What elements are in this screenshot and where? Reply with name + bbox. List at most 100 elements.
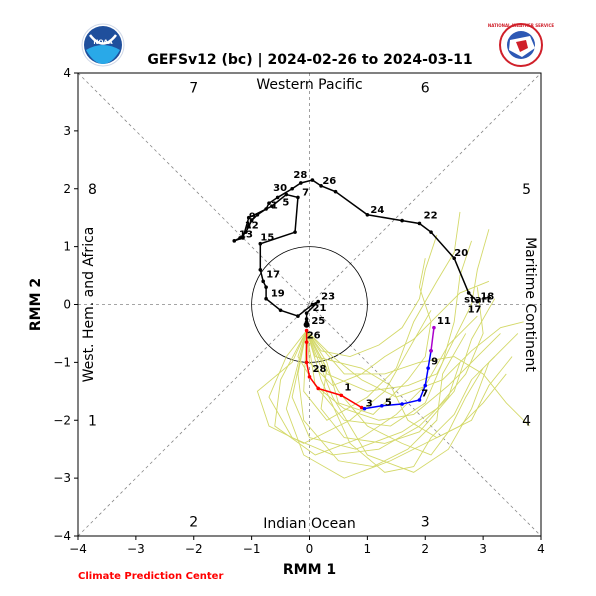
track-point xyxy=(316,386,320,391)
y-tick-label: −3 xyxy=(53,471,71,485)
region-label-top: Western Pacific xyxy=(256,77,362,93)
day-label: start xyxy=(464,295,491,306)
day-label: 3 xyxy=(366,399,373,410)
y-tick-label: −1 xyxy=(53,355,71,369)
track-point xyxy=(304,328,309,333)
track-point xyxy=(296,195,300,200)
day-label: 7 xyxy=(302,187,309,198)
track-point xyxy=(310,178,315,182)
track-point xyxy=(278,308,283,313)
day-label: 5 xyxy=(385,398,392,409)
track-point xyxy=(284,192,289,197)
track-point xyxy=(304,360,309,365)
day-label: 21 xyxy=(313,303,327,314)
track-point xyxy=(307,375,312,379)
track-point xyxy=(365,212,370,217)
track-point xyxy=(238,236,242,240)
track-point xyxy=(359,405,364,410)
day-label: 15 xyxy=(260,233,274,244)
track-point xyxy=(417,221,422,226)
day-label: 7 xyxy=(421,388,428,399)
x-tick-label: 3 xyxy=(479,542,487,556)
phase-number: 2 xyxy=(189,515,198,531)
track-point xyxy=(429,349,433,353)
track-point xyxy=(362,406,367,411)
ensemble-member-line xyxy=(306,321,524,398)
day-label: 11 xyxy=(437,316,451,327)
day-label: 28 xyxy=(293,170,307,181)
track-point xyxy=(258,267,263,272)
track-point xyxy=(304,311,309,315)
track-point xyxy=(275,195,280,200)
day-label: 24 xyxy=(370,205,384,216)
phase-number: 7 xyxy=(189,80,198,96)
track-point xyxy=(299,181,303,185)
ensemble-member-line xyxy=(306,330,519,473)
ensemble-member-line xyxy=(306,229,490,392)
track-point xyxy=(475,299,480,304)
x-tick-label: −2 xyxy=(185,542,203,556)
ensemble-member-line xyxy=(306,234,438,358)
ensemble-member-line xyxy=(256,310,432,444)
ensemble-member-line xyxy=(291,287,484,450)
x-tick-label: 1 xyxy=(364,542,372,556)
day-label: 13 xyxy=(239,230,253,241)
track-point xyxy=(246,224,251,229)
day-label: 5 xyxy=(282,197,289,208)
day-label: 22 xyxy=(424,211,438,222)
track-point xyxy=(244,230,248,234)
track-point xyxy=(417,398,422,402)
track-point xyxy=(426,366,430,370)
track-point xyxy=(293,230,297,234)
track-point xyxy=(429,230,433,234)
region-label-right: Maritime Continent xyxy=(522,237,538,372)
track-point xyxy=(466,291,471,295)
y-tick-label: 4 xyxy=(63,66,71,80)
diagonal-line xyxy=(77,72,542,537)
x-tick-label: −3 xyxy=(127,542,145,556)
track-line xyxy=(430,327,435,351)
x-tick-label: −1 xyxy=(243,542,261,556)
ensemble-member-line xyxy=(303,211,461,421)
day-label: 12 xyxy=(245,220,259,231)
y-tick-label: −4 xyxy=(53,529,71,543)
phase-number: 3 xyxy=(421,515,430,531)
track-point xyxy=(400,402,404,406)
day-label: 25 xyxy=(311,316,325,327)
y-tick-label: 1 xyxy=(63,240,71,254)
ensemble-members xyxy=(256,211,530,479)
track-point xyxy=(452,256,456,261)
track-point xyxy=(232,239,237,243)
day-label: 20 xyxy=(454,248,468,259)
y-tick-label: 0 xyxy=(63,298,71,312)
nws-logo: NATIONAL WEATHER SERVICE xyxy=(488,23,554,67)
ensemble-member-line xyxy=(297,330,501,421)
ensemble-member-line xyxy=(297,330,467,468)
track-point xyxy=(304,340,309,344)
x-tick-label: 4 xyxy=(537,542,545,556)
track-point xyxy=(270,204,274,208)
day-label: 9 xyxy=(431,356,438,367)
noaa-logo: NOAA xyxy=(81,23,125,67)
phase-number: 1 xyxy=(88,413,97,429)
current-point xyxy=(303,321,310,328)
track-point xyxy=(249,218,254,223)
phase-number: 6 xyxy=(421,80,430,96)
ensemble-member-line xyxy=(285,330,507,479)
day-label: 9 xyxy=(249,212,256,223)
day-label: 28 xyxy=(313,364,327,375)
track-point xyxy=(246,215,251,220)
day-label: 1 xyxy=(271,201,278,212)
ensemble-member-line xyxy=(306,298,496,444)
noaa-logo-text: NOAA xyxy=(93,39,113,46)
y-tick-label: 3 xyxy=(63,124,71,138)
day-label: 23 xyxy=(321,292,335,303)
phase-number: 5 xyxy=(522,182,531,198)
credit-text: Climate Prediction Center xyxy=(78,571,223,582)
y-tick-label: −2 xyxy=(53,413,71,427)
x-tick-label: 2 xyxy=(421,542,429,556)
ensemble-member-line xyxy=(306,240,472,427)
ensemble-member-line xyxy=(306,330,496,473)
